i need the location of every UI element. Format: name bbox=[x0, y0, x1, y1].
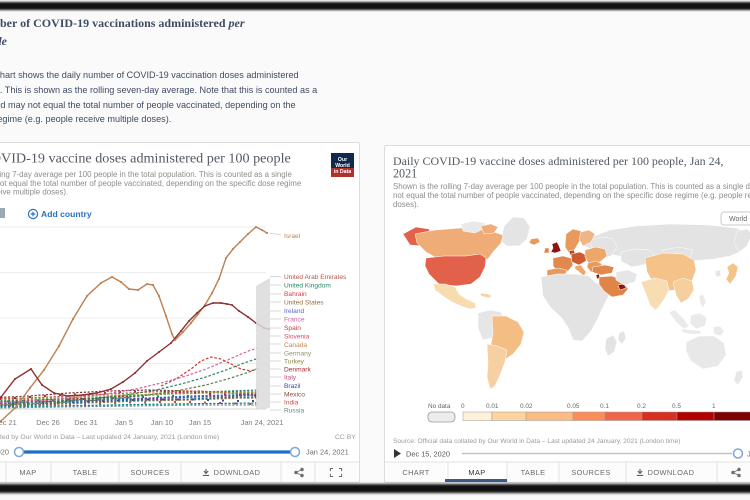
svg-text:Germany: Germany bbox=[284, 351, 312, 358]
svg-text:Add country: Add country bbox=[41, 209, 92, 219]
svg-text:France: France bbox=[284, 317, 305, 324]
svg-text:0.1: 0.1 bbox=[600, 403, 609, 410]
svg-text:Bahrain: Bahrain bbox=[284, 291, 307, 298]
svg-text:Denmark: Denmark bbox=[284, 367, 311, 374]
svg-text:DOWNLOAD: DOWNLOAD bbox=[648, 468, 695, 477]
svg-text:Ireland: Ireland bbox=[284, 308, 304, 315]
svg-text:Jan 24, 2021: Jan 24, 2021 bbox=[306, 448, 349, 457]
svg-text:TABLE: TABLE bbox=[521, 468, 546, 477]
svg-text:Daily COVID-19 vaccine doses a: Daily COVID-19 vaccine doses administere… bbox=[0, 151, 291, 167]
svg-text:Russia: Russia bbox=[284, 408, 304, 415]
svg-text:0.01: 0.01 bbox=[486, 403, 499, 410]
svg-text:not equal the total number of: not equal the total number of people vac… bbox=[393, 191, 750, 200]
svg-text:Spain: Spain bbox=[284, 325, 301, 332]
svg-text:Mexico: Mexico bbox=[284, 392, 305, 399]
svg-text:Shown is the rolling 7-day ave: Shown is the rolling 7-day average per 1… bbox=[0, 170, 292, 179]
svg-text:United Arab Emirates: United Arab Emirates bbox=[284, 274, 347, 281]
svg-text:Jan 15: Jan 15 bbox=[189, 418, 211, 427]
svg-text:MAP: MAP bbox=[19, 468, 36, 477]
svg-text:SOURCES: SOURCES bbox=[571, 468, 610, 477]
svg-text:Jan: Jan bbox=[747, 450, 750, 459]
svg-text:Dec 26: Dec 26 bbox=[36, 418, 59, 427]
svg-text:CHART: CHART bbox=[402, 468, 429, 477]
svg-text:Canada: Canada bbox=[284, 342, 307, 349]
svg-text:0.5: 0.5 bbox=[672, 403, 681, 410]
svg-text:0.02: 0.02 bbox=[520, 403, 533, 410]
svg-text:Israel: Israel bbox=[284, 233, 301, 240]
svg-text:Dec 21: Dec 21 bbox=[0, 418, 17, 427]
svg-text:0.2: 0.2 bbox=[637, 403, 646, 410]
svg-text:0: 0 bbox=[461, 403, 465, 410]
svg-text:Brazil: Brazil bbox=[284, 383, 301, 390]
svg-text:No data: No data bbox=[428, 403, 451, 410]
svg-text:Dec 31: Dec 31 bbox=[74, 418, 97, 427]
svg-text:0.05: 0.05 bbox=[567, 403, 580, 410]
svg-text:Source: Official data collated: Source: Official data collated by Our Wo… bbox=[393, 438, 680, 445]
svg-text:CC BY: CC BY bbox=[335, 434, 356, 441]
svg-text:World: World bbox=[729, 216, 747, 223]
svg-text:Dec 15, 2020: Dec 15, 2020 bbox=[0, 448, 9, 457]
svg-text:Jan 24, 2021: Jan 24, 2021 bbox=[241, 418, 284, 427]
svg-text:Jan 10: Jan 10 bbox=[151, 418, 173, 427]
svg-text:DOWNLOAD: DOWNLOAD bbox=[214, 468, 261, 477]
svg-text:Italy: Italy bbox=[284, 375, 297, 382]
svg-text:Slovenia: Slovenia bbox=[284, 334, 310, 341]
svg-text:doses).: doses). bbox=[393, 200, 419, 209]
svg-text:MAP: MAP bbox=[468, 468, 485, 477]
svg-text:Turkey: Turkey bbox=[284, 359, 305, 366]
svg-text:India: India bbox=[284, 400, 299, 407]
svg-text:dose, and may not equal the to: dose, and may not equal the total number… bbox=[0, 179, 302, 188]
svg-text:1: 1 bbox=[712, 403, 716, 410]
svg-text:SOURCES: SOURCES bbox=[130, 468, 169, 477]
svg-text:Jan 5: Jan 5 bbox=[115, 418, 133, 427]
svg-text:(e.g. people receive multiple: (e.g. people receive multiple doses). bbox=[0, 188, 68, 197]
svg-text:Daily COVID-19 vaccine doses a: Daily COVID-19 vaccine doses administere… bbox=[393, 154, 724, 168]
svg-text:United States: United States bbox=[284, 300, 324, 307]
svg-text:TABLE: TABLE bbox=[73, 468, 98, 477]
svg-text:United Kingdom: United Kingdom bbox=[284, 283, 331, 290]
svg-text:2021: 2021 bbox=[393, 167, 417, 181]
svg-text:Shown is the rolling 7-day ave: Shown is the rolling 7-day average per 1… bbox=[393, 182, 750, 191]
svg-text:Source: Official data collated: Source: Official data collated by Our Wo… bbox=[0, 434, 219, 441]
svg-text:Dec 15, 2020: Dec 15, 2020 bbox=[406, 450, 450, 459]
